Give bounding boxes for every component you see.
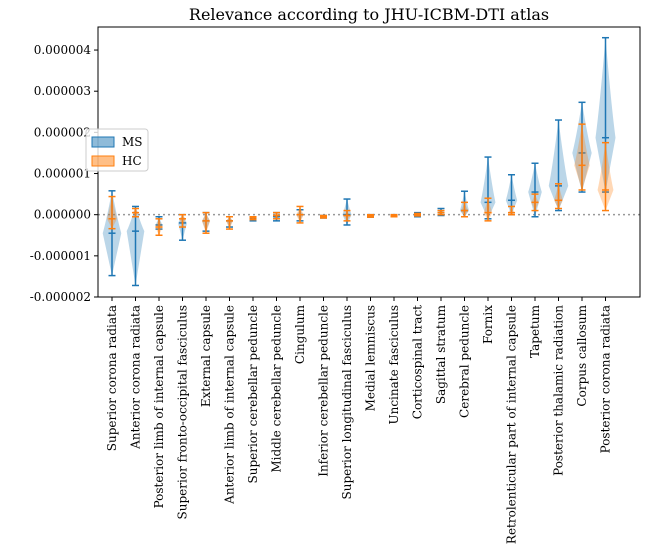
y-tick-label: 0.000004 — [34, 43, 92, 57]
x-tick-label: Cerebral peduncle — [458, 305, 472, 418]
y-tick-label: 0.000002 — [34, 125, 91, 139]
x-tick-label: Corticospinal tract — [411, 305, 425, 419]
y-tick-label: 0.000000 — [34, 208, 91, 222]
x-tick-label: Superior corona radiata — [105, 305, 119, 451]
x-tick-label: Medial lemniscus — [364, 305, 378, 411]
legend-label: HC — [122, 154, 142, 168]
x-tick-label: Posterior thalamic radiation — [552, 305, 566, 476]
legend-label: MS — [122, 135, 143, 149]
x-tick-label: Posterior limb of internal capsule — [152, 305, 166, 508]
x-tick-label: Corpus callosum — [575, 304, 589, 406]
legend: MS HC — [85, 128, 149, 172]
x-tick-label: Superior cerebellar peduncle — [246, 305, 260, 484]
x-tick-label: Anterior limb of internal capsule — [223, 305, 237, 505]
y-tick-label: -0.000001 — [30, 249, 91, 263]
y-tick-label: 0.000001 — [34, 167, 91, 181]
x-tick-label: Retrolenticular part of internal capsule — [505, 305, 519, 544]
x-tick-label: Superior fronto-occipital fasciculus — [176, 305, 190, 519]
x-tick-label: Cingulum — [293, 304, 307, 364]
legend-swatch — [91, 155, 115, 167]
legend-swatch — [91, 136, 115, 148]
x-tick-label: Anterior corona radiata — [129, 305, 143, 450]
x-tick-label: Posterior corona radiata — [599, 305, 613, 453]
x-tick-label: Middle cerebellar peduncle — [270, 305, 284, 473]
y-tick-label: -0.000002 — [30, 290, 91, 304]
x-tick-label: Superior longitudinal fasciculus — [340, 305, 354, 499]
x-tick-label: Sagittal stratum — [434, 304, 448, 404]
x-tick-label: External capsule — [199, 305, 213, 407]
chart-title: Relevance according to JHU-ICBM-DTI atla… — [189, 5, 549, 24]
x-tick-label: Uncinate fasciculus — [387, 305, 401, 425]
x-tick-label: Inferior cerebellar peduncle — [317, 305, 331, 477]
x-tick-label: Fornix — [481, 305, 495, 344]
y-tick-label: 0.000003 — [34, 84, 91, 98]
x-tick-label: Tapetum — [528, 304, 542, 358]
